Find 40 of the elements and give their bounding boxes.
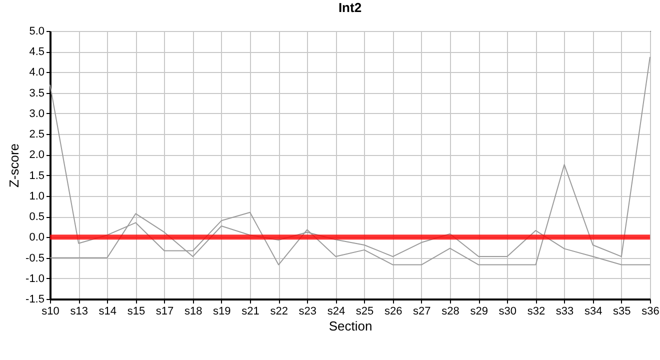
y-tick-label: 0.0	[29, 232, 44, 244]
chart-title: Int2	[338, 0, 362, 15]
x-tick-label: s24	[327, 306, 346, 318]
x-tick-label: s21	[242, 306, 260, 318]
x-tick-label: s19	[213, 306, 231, 318]
x-tick-label: s18	[184, 306, 202, 318]
x-axis-title: Section	[328, 318, 372, 334]
x-tick-label: s22	[270, 306, 288, 318]
x-tick-label: s26	[384, 306, 402, 318]
x-tick-label: s27	[413, 306, 431, 318]
y-tick-label: 3.0	[29, 108, 44, 120]
y-tick-label: 2.0	[29, 149, 44, 162]
y-tick-label: 2.5	[29, 128, 44, 141]
x-tick-label: s15	[127, 306, 146, 318]
y-tick-label: 0.5	[29, 211, 44, 224]
x-tick-label: s34	[584, 306, 602, 318]
x-tick-label: s36	[642, 306, 660, 318]
x-tick-label: s28	[442, 306, 460, 318]
x-tick-label: s23	[298, 306, 317, 318]
x-tick-label: s10	[42, 306, 60, 318]
y-tick-label: -0.5	[26, 252, 44, 264]
x-tick-label: s14	[98, 306, 117, 318]
x-tick-label: s30	[498, 306, 517, 318]
line-series	[50, 56, 650, 266]
x-tick-label: s29	[470, 306, 488, 318]
y-tick-label: 3.5	[29, 87, 44, 100]
x-tick-label: s32	[527, 306, 546, 318]
x-tick-label: s13	[70, 306, 88, 318]
y-tick-label: -1.5	[26, 294, 44, 306]
x-tick-label: s25	[356, 306, 374, 318]
x-tick-label: s17	[156, 306, 174, 318]
y-tick-label: 5.0	[29, 26, 44, 38]
y-tick-label: -1.0	[26, 272, 44, 285]
x-tick-label: s33	[556, 306, 574, 318]
y-tick-label: 4.0	[29, 66, 44, 79]
y-tick-label: 4.5	[29, 46, 44, 58]
y-tick-label: 1.5	[29, 170, 44, 182]
y-tick-label: 1.0	[29, 190, 44, 202]
x-tick-label: s35	[613, 306, 631, 318]
y-axis-title: Z-score	[6, 143, 22, 188]
